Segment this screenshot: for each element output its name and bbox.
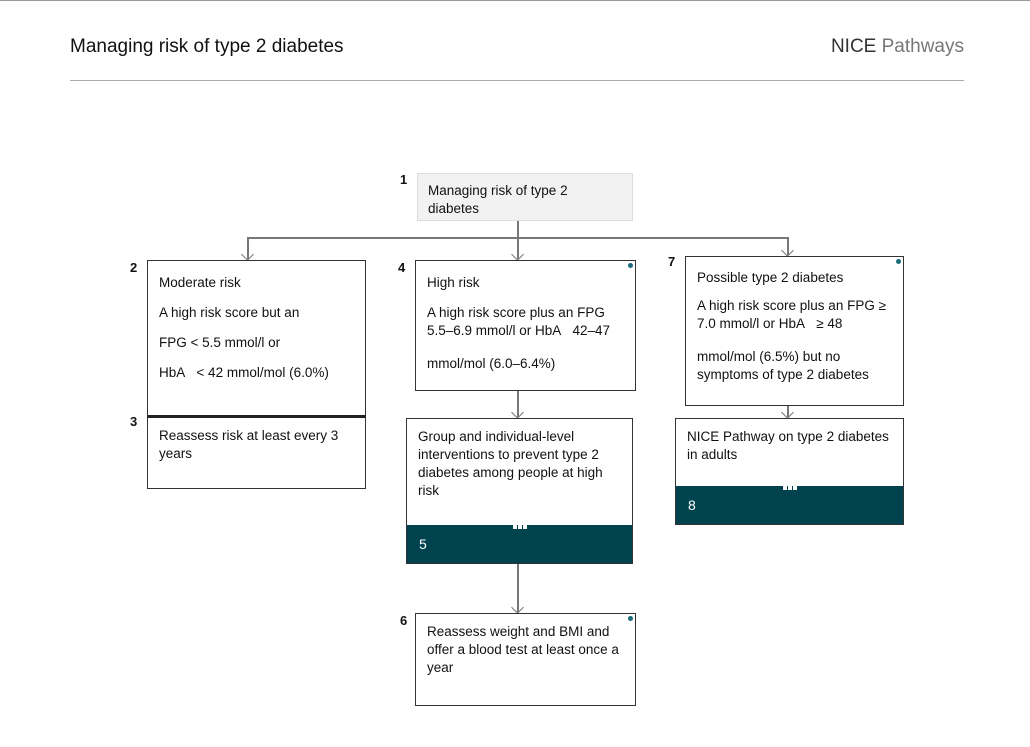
connector bbox=[247, 237, 788, 239]
header-divider bbox=[70, 80, 964, 81]
node-text: A high risk score plus an FPG ≥ 7.0 mmol… bbox=[697, 297, 892, 340]
node-moderate-risk[interactable]: Moderate risk A high risk score but an F… bbox=[147, 260, 366, 417]
node-text: A high risk score plus an FPG 5.5–6.9 mm… bbox=[427, 304, 624, 347]
subscript: 1c bbox=[185, 376, 192, 383]
node-number: 7 bbox=[668, 254, 676, 269]
node-nice-pathway-link[interactable]: NICE Pathway on type 2 diabetes in adult… bbox=[675, 418, 904, 525]
pathway-tree-icon bbox=[782, 478, 797, 490]
node-reassess-weight[interactable]: Reassess weight and BMI and offer a bloo… bbox=[415, 613, 636, 706]
connector bbox=[247, 237, 249, 259]
node-text: Reassess risk at least every 3 years bbox=[159, 428, 339, 461]
node-number: 3 bbox=[130, 414, 138, 429]
node-title: Possible type 2 diabetes bbox=[697, 270, 844, 285]
node-managing-risk[interactable]: Managing risk of type 2 diabetes bbox=[417, 173, 633, 221]
subscript: 1c bbox=[561, 334, 568, 341]
text: HbA bbox=[159, 365, 186, 380]
node-high-risk[interactable]: High risk A high risk score plus an FPG … bbox=[415, 260, 636, 391]
node-number: 5 bbox=[419, 536, 427, 552]
arrow-down-icon bbox=[781, 244, 794, 257]
text: < 42 mmol/mol (6.0%) bbox=[192, 365, 329, 380]
node-number: 8 bbox=[688, 497, 696, 513]
node-text: FPG < 5.5 mmol/l or bbox=[159, 335, 281, 350]
node-text: mmol/mol (6.0–6.4%) bbox=[427, 355, 556, 371]
arrow-down-icon bbox=[511, 406, 524, 419]
node-text: Reassess weight and BMI and offer a bloo… bbox=[427, 624, 619, 675]
brand-logo: NICE Pathways bbox=[831, 36, 964, 58]
node-possible-diabetes[interactable]: Possible type 2 diabetes A high risk sco… bbox=[685, 256, 904, 406]
connector bbox=[517, 390, 519, 417]
connector bbox=[787, 237, 789, 255]
node-title: Moderate risk bbox=[159, 275, 241, 290]
node-text: mmol/mol (6.5%) but no symptoms of type … bbox=[697, 348, 869, 382]
text: 42–47 bbox=[568, 323, 611, 338]
node-number: 1 bbox=[400, 172, 408, 187]
node-number: 4 bbox=[398, 260, 406, 275]
node-text: HbA1c < 42 mmol/mol (6.0%) bbox=[159, 364, 354, 389]
page-title: Managing risk of type 2 diabetes bbox=[70, 36, 344, 57]
connector bbox=[517, 220, 519, 259]
info-dot-icon bbox=[628, 263, 633, 268]
brand-nice: NICE bbox=[830, 36, 877, 57]
node-number: 2 bbox=[130, 260, 138, 275]
node-footer: 5 bbox=[407, 517, 632, 563]
node-text: A high risk score but an bbox=[159, 305, 300, 320]
info-dot-icon bbox=[628, 616, 633, 621]
node-text: Managing risk of type 2 diabetes bbox=[428, 183, 568, 216]
node-text: Group and individual-level interventions… bbox=[418, 429, 603, 498]
brand-pathways: Pathways bbox=[881, 36, 964, 57]
node-title: High risk bbox=[427, 275, 480, 290]
arrow-down-icon bbox=[781, 406, 794, 419]
text: A high risk score plus an FPG 5.5–6.9 mm… bbox=[427, 305, 605, 338]
top-border bbox=[0, 0, 1030, 1]
node-interventions[interactable]: Group and individual-level interventions… bbox=[406, 418, 633, 564]
node-footer: 8 bbox=[676, 478, 903, 524]
node-number: 6 bbox=[400, 613, 408, 628]
text: A high risk score plus an FPG ≥ 7.0 mmol… bbox=[697, 298, 886, 331]
pathway-tree-icon bbox=[512, 517, 527, 529]
info-dot-icon bbox=[896, 259, 901, 264]
text: ≥ 48 bbox=[812, 316, 843, 331]
connector bbox=[517, 563, 519, 612]
arrow-down-icon bbox=[511, 248, 524, 261]
node-reassess-risk[interactable]: Reassess risk at least every 3 years bbox=[147, 415, 366, 489]
arrow-down-icon bbox=[241, 248, 254, 261]
connector bbox=[787, 405, 789, 417]
node-text: NICE Pathway on type 2 diabetes in adult… bbox=[687, 429, 889, 462]
arrow-down-icon bbox=[511, 601, 524, 614]
